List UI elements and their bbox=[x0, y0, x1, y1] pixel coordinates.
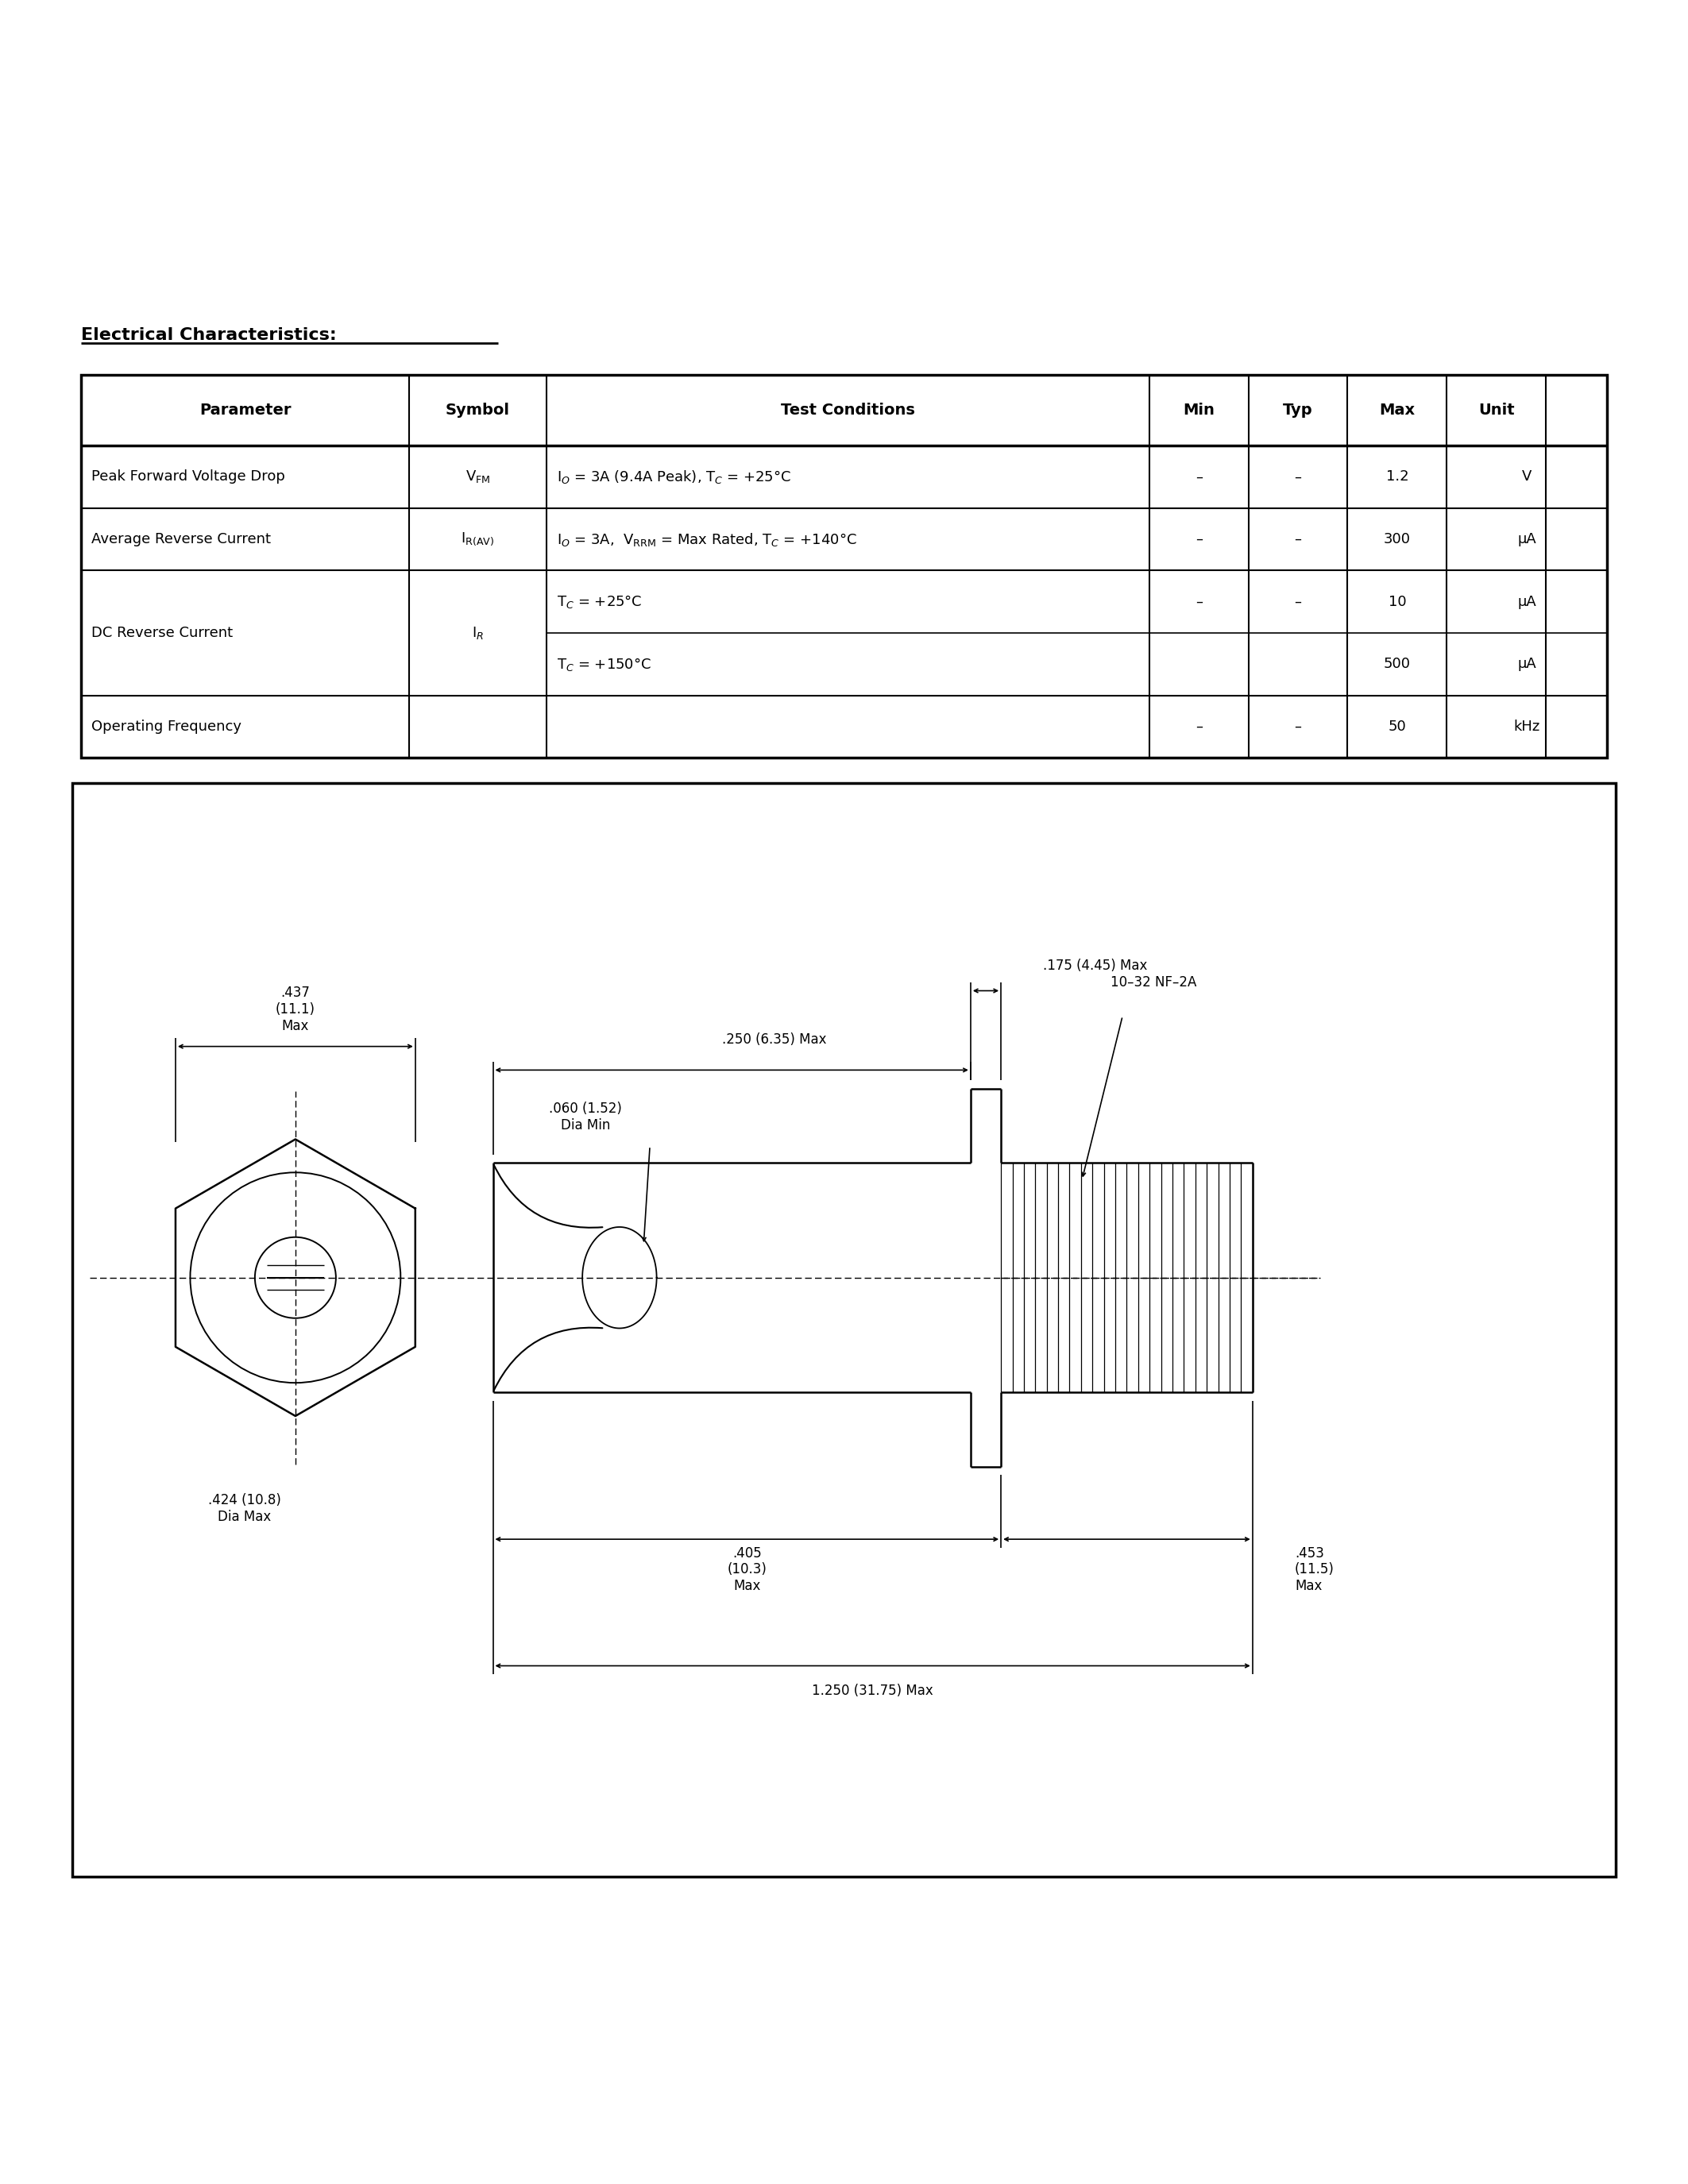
Text: 1.2: 1.2 bbox=[1386, 470, 1408, 485]
Text: 10: 10 bbox=[1388, 594, 1406, 609]
Text: V: V bbox=[1523, 470, 1531, 485]
Text: –: – bbox=[1295, 594, 1301, 609]
Text: T$_C$ = +150°C: T$_C$ = +150°C bbox=[557, 655, 652, 673]
Text: .250 (6.35) Max: .250 (6.35) Max bbox=[722, 1033, 825, 1046]
Bar bbox=[73, 784, 1615, 1876]
Text: I$_R$: I$_R$ bbox=[471, 625, 484, 640]
Text: –: – bbox=[1195, 470, 1202, 485]
Text: –: – bbox=[1295, 470, 1301, 485]
Text: 1.250 (31.75) Max: 1.250 (31.75) Max bbox=[812, 1684, 933, 1699]
Text: –: – bbox=[1295, 533, 1301, 546]
Text: .405
(10.3)
Max: .405 (10.3) Max bbox=[728, 1546, 766, 1594]
Text: V$_{\mathrm{FM}}$: V$_{\mathrm{FM}}$ bbox=[466, 470, 490, 485]
Text: T$_C$ = +25°C: T$_C$ = +25°C bbox=[557, 594, 641, 609]
Text: Typ: Typ bbox=[1283, 402, 1313, 417]
Text: I$_O$ = 3A (9.4A Peak), T$_C$ = +25°C: I$_O$ = 3A (9.4A Peak), T$_C$ = +25°C bbox=[557, 470, 792, 485]
Text: DC Reverse Current: DC Reverse Current bbox=[91, 627, 233, 640]
Text: Average Reverse Current: Average Reverse Current bbox=[91, 533, 270, 546]
Text: .175 (4.45) Max: .175 (4.45) Max bbox=[1043, 959, 1148, 972]
Text: –: – bbox=[1195, 719, 1202, 734]
Text: μA: μA bbox=[1518, 657, 1536, 670]
Text: Unit: Unit bbox=[1479, 402, 1514, 417]
Text: 50: 50 bbox=[1388, 719, 1406, 734]
Text: –: – bbox=[1195, 594, 1202, 609]
Text: –: – bbox=[1295, 719, 1301, 734]
Text: Operating Frequency: Operating Frequency bbox=[91, 719, 241, 734]
Text: μA: μA bbox=[1518, 594, 1536, 609]
Text: .437
(11.1)
Max: .437 (11.1) Max bbox=[275, 985, 316, 1033]
Text: kHz: kHz bbox=[1514, 719, 1539, 734]
Text: 10–32 NF–2A: 10–32 NF–2A bbox=[1111, 974, 1197, 989]
Text: Electrical Characteristics:: Electrical Characteristics: bbox=[81, 328, 336, 343]
Text: –: – bbox=[1195, 533, 1202, 546]
Text: I$_O$ = 3A,  V$_{\mathrm{RRM}}$ = Max Rated, T$_C$ = +140°C: I$_O$ = 3A, V$_{\mathrm{RRM}}$ = Max Rat… bbox=[557, 531, 856, 548]
Text: Parameter: Parameter bbox=[199, 402, 290, 417]
Text: 300: 300 bbox=[1384, 533, 1411, 546]
Bar bbox=[81, 376, 1607, 758]
Text: .424 (10.8)
Dia Max: .424 (10.8) Dia Max bbox=[208, 1494, 282, 1524]
Text: Peak Forward Voltage Drop: Peak Forward Voltage Drop bbox=[91, 470, 285, 485]
Text: Test Conditions: Test Conditions bbox=[782, 402, 915, 417]
Text: Min: Min bbox=[1183, 402, 1215, 417]
Text: Symbol: Symbol bbox=[446, 402, 510, 417]
Text: .453
(11.5)
Max: .453 (11.5) Max bbox=[1295, 1546, 1334, 1594]
Text: .060 (1.52)
Dia Min: .060 (1.52) Dia Min bbox=[549, 1103, 623, 1133]
Text: Max: Max bbox=[1379, 402, 1415, 417]
Text: 500: 500 bbox=[1384, 657, 1411, 670]
Text: I$_{\mathrm{R(AV)}}$: I$_{\mathrm{R(AV)}}$ bbox=[461, 531, 495, 548]
Text: μA: μA bbox=[1518, 533, 1536, 546]
